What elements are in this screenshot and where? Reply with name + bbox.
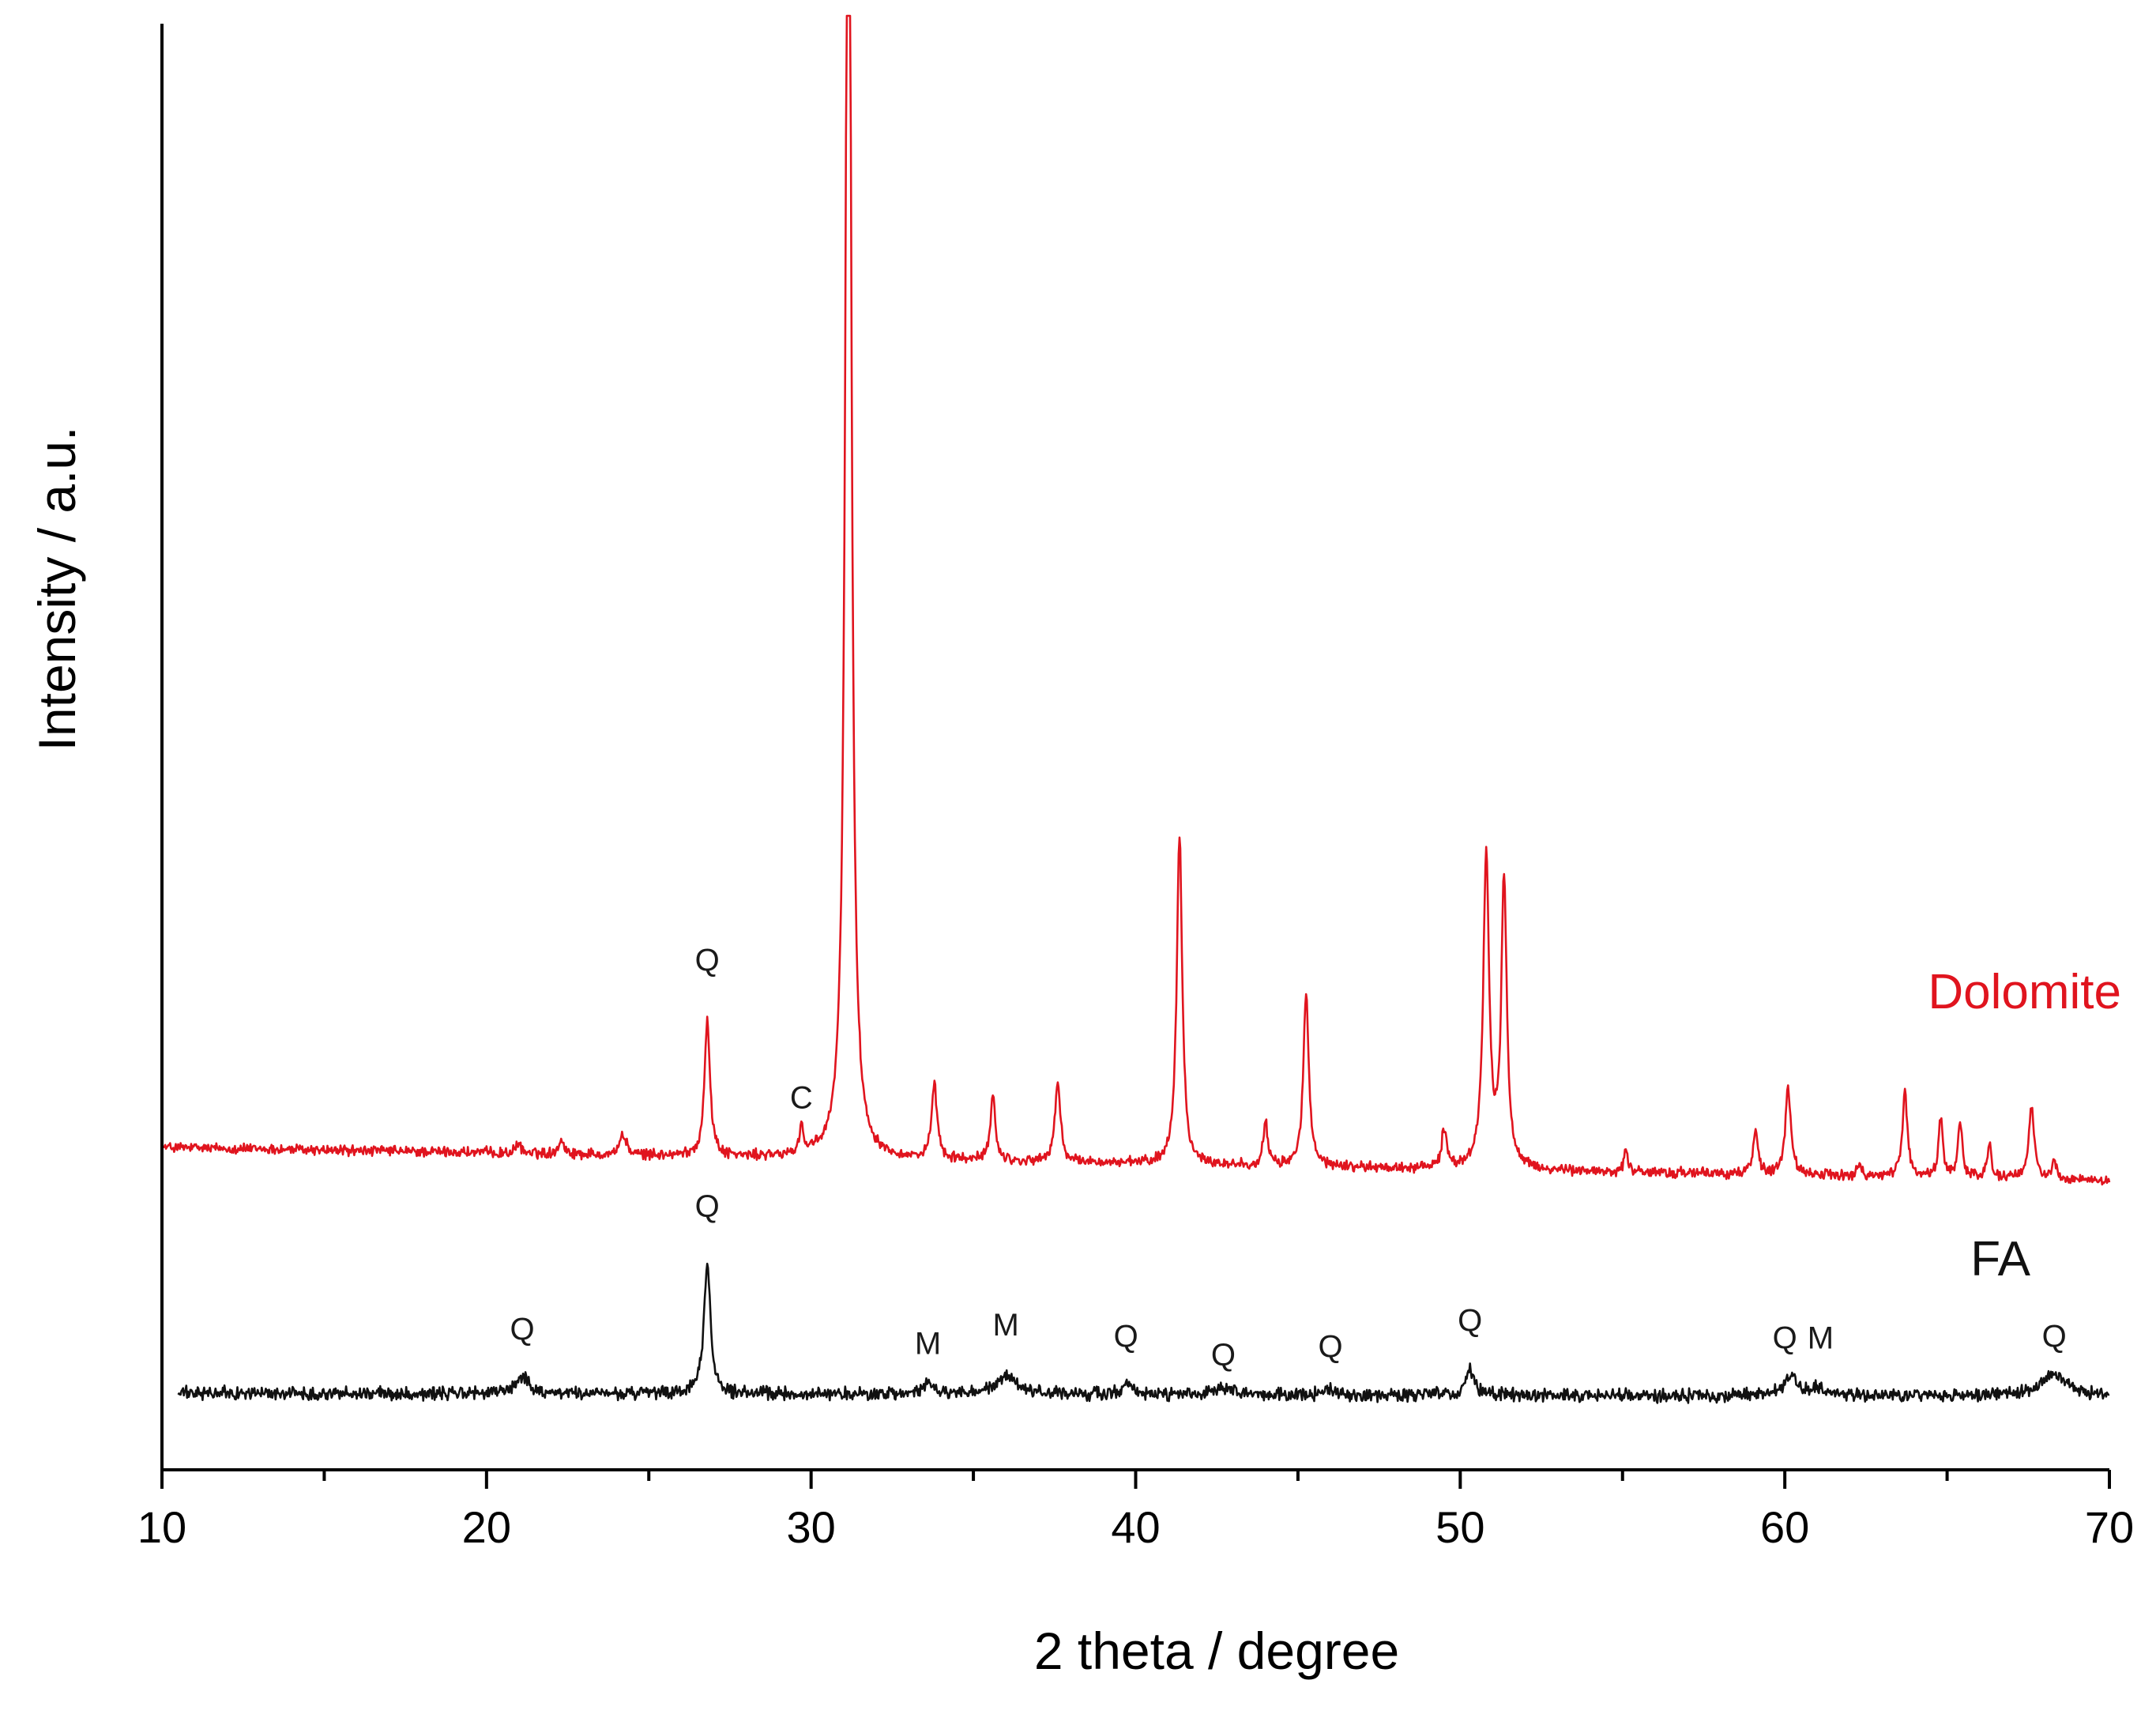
x-tick-label: 10 (137, 1502, 186, 1552)
x-tick-label: 70 (2085, 1502, 2134, 1552)
peak-label-m: M (1808, 1320, 1834, 1355)
x-tick-label: 60 (1760, 1502, 1809, 1552)
x-tick-label: 30 (787, 1502, 836, 1552)
x-axis-ticks: 10 20 30 40 50 60 70 (137, 1470, 2134, 1552)
series-label-dolomite: Dolomite (1928, 965, 2121, 1019)
peak-label-q: Q (2042, 1319, 2067, 1354)
series-line-dolomite (160, 14, 2111, 1186)
peak-label-q: Q (510, 1312, 534, 1347)
peak-label-q: Q (695, 1189, 720, 1224)
series-label-fa: FA (1970, 1232, 2030, 1286)
y-axis-title: Intensity / a.u. (28, 427, 86, 752)
peak-label-m: M (915, 1327, 941, 1362)
peak-label-q: Q (1114, 1319, 1138, 1354)
x-tick-label: 20 (462, 1502, 511, 1552)
peak-label-q: Q (695, 944, 720, 978)
x-tick-label: 40 (1111, 1502, 1160, 1552)
x-axis-title: 2 theta / degree (1034, 1622, 1399, 1680)
peak-label-q: Q (1458, 1303, 1482, 1338)
peak-label-q: Q (1211, 1338, 1236, 1373)
peak-label-q: Q (1318, 1329, 1342, 1364)
x-tick-label: 50 (1435, 1502, 1484, 1552)
peak-label-c: C (790, 1081, 813, 1116)
series-line-fa (177, 1262, 2110, 1404)
peak-label-q: Q (1773, 1320, 1797, 1355)
peak-label-m: M (993, 1308, 1019, 1343)
series-layer (160, 14, 2111, 1404)
